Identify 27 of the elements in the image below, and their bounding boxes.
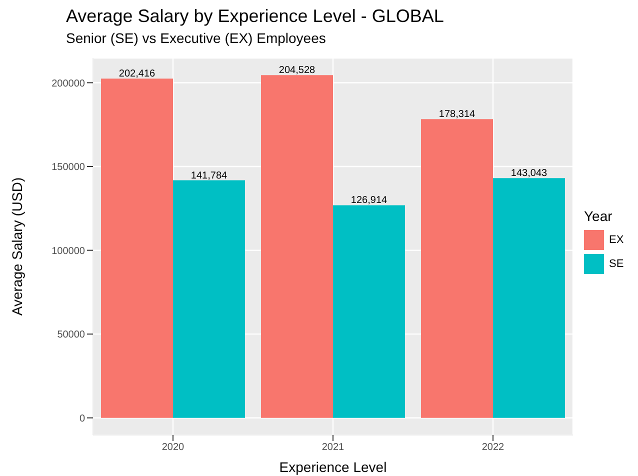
data-label: 202,416 [118, 68, 156, 80]
legend-title: Year [584, 208, 614, 224]
y-tick-label: 0 [79, 413, 86, 424]
x-tick-label: 2021 [322, 442, 345, 454]
y-tick-label: 150000 [52, 162, 86, 174]
legend-label: EX [609, 234, 624, 246]
bar [101, 78, 173, 418]
data-label: 204,528 [278, 65, 316, 76]
y-tick-label: 100000 [52, 246, 86, 257]
bar [421, 119, 493, 418]
bar [261, 75, 333, 418]
y-tick-label: 200000 [52, 78, 86, 90]
bar [333, 205, 405, 418]
x-tick-label: 2020 [162, 442, 185, 454]
data-label: 143,043 [510, 168, 548, 180]
x-axis-title: Experience Level [279, 459, 387, 475]
legend-label: SE [609, 258, 624, 270]
chart-title: Average Salary by Experience Level - GLOBAL [66, 6, 444, 27]
chart-subtitle: Senior (SE) vs Executive (EX) Employees [66, 30, 326, 46]
data-label: 126,914 [350, 195, 388, 206]
x-tick-label: 2022 [482, 442, 505, 454]
bar [173, 180, 245, 418]
data-label: 178,314 [438, 109, 476, 120]
y-tick-label: 50000 [57, 330, 86, 341]
data-label: 141,784 [190, 170, 228, 182]
y-axis-title: Average Salary (USD) [8, 177, 25, 316]
bar [493, 178, 565, 418]
